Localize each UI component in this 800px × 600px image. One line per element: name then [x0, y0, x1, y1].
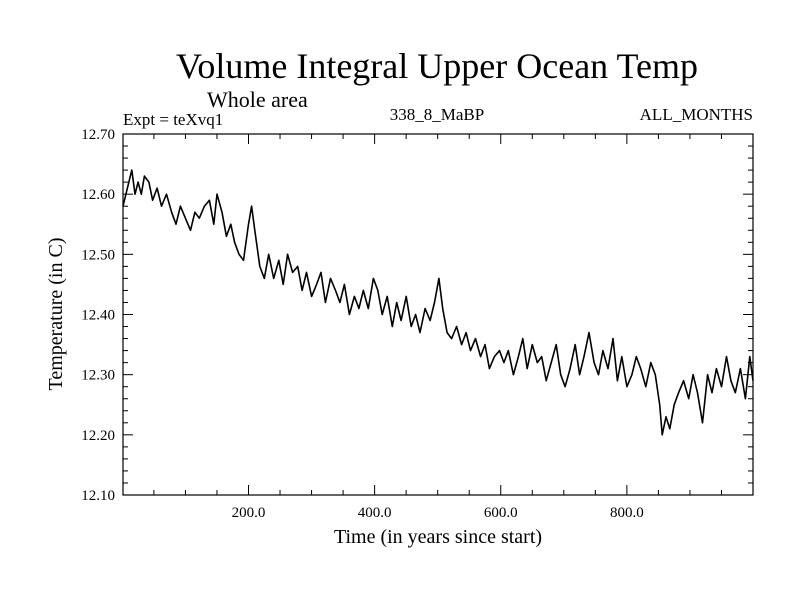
months-label: ALL_MONTHS	[640, 105, 753, 124]
series-layer	[122, 169, 754, 436]
y-tick-label: 12.30	[81, 368, 115, 384]
y-tick-label: 12.60	[81, 187, 115, 203]
x-tick-label: 400.0	[358, 505, 392, 521]
x-tick-label: 200.0	[232, 505, 266, 521]
x-axis: 200.0 400.0 600.0 800.0	[153, 134, 722, 521]
plot-frame	[122, 133, 754, 496]
run-label: 338_8_MaBP	[390, 105, 484, 124]
y-tick-label: 12.40	[81, 308, 115, 324]
y-tick-label: 12.20	[81, 428, 115, 444]
y-tick-label: 12.10	[81, 488, 115, 504]
y-axis-label: Temperature (in C)	[45, 238, 67, 391]
chart-title: Volume Integral Upper Ocean Temp	[176, 46, 698, 86]
y-tick-label: 12.50	[81, 247, 115, 263]
y-axis: 12.10 12.20 12.30 12.40 12.50 12.60 12.70	[81, 127, 753, 504]
series-line	[122, 169, 754, 436]
x-tick-label: 600.0	[484, 505, 518, 521]
expt-label: Expt = teXvq1	[123, 110, 223, 129]
x-tick-label: 800.0	[610, 505, 644, 521]
chart-subtitle: Whole area	[207, 87, 308, 112]
y-tick-label: 12.70	[81, 127, 115, 143]
x-axis-label: Time (in years since start)	[334, 526, 542, 548]
